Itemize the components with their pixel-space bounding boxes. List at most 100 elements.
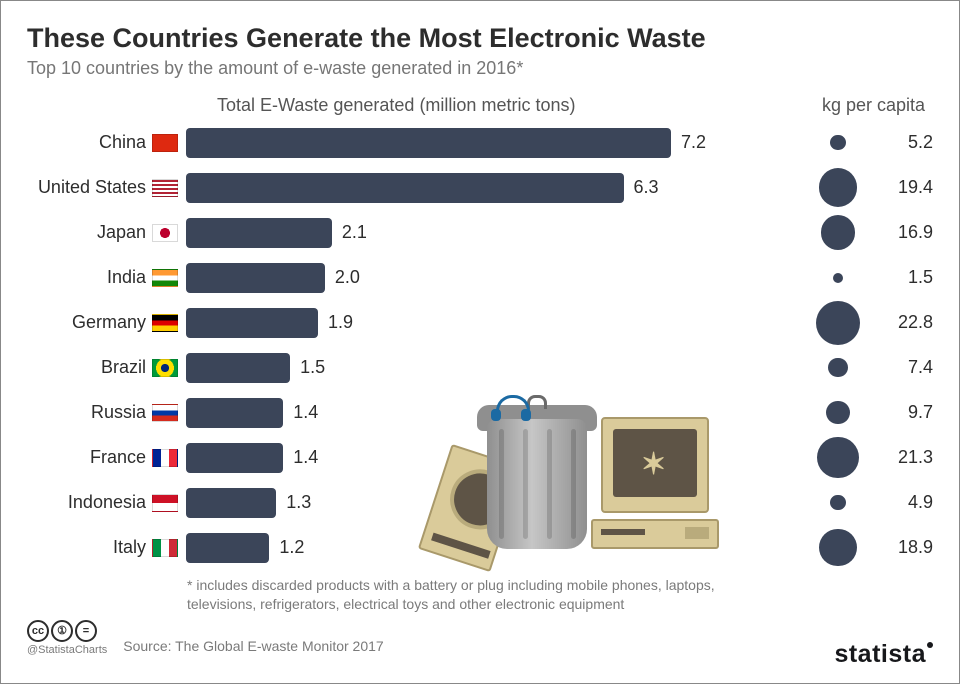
country-label: Indonesia bbox=[27, 492, 152, 513]
country-label: India bbox=[27, 267, 152, 288]
flag-icon bbox=[152, 449, 178, 467]
bubble-area bbox=[798, 437, 878, 479]
column-headers: Total E-Waste generated (million metric … bbox=[27, 95, 933, 116]
data-row: China 7.2 5.2 bbox=[27, 120, 933, 165]
bubble bbox=[816, 301, 860, 345]
kg-header: kg per capita bbox=[822, 95, 925, 116]
social-handle: @StatistaCharts bbox=[27, 644, 107, 656]
bar bbox=[186, 398, 283, 428]
flag-icon bbox=[152, 269, 178, 287]
bar bbox=[186, 443, 283, 473]
bubble bbox=[830, 495, 845, 510]
bar-area: 1.2 bbox=[186, 533, 706, 563]
bar bbox=[186, 308, 318, 338]
bubble-area bbox=[798, 215, 878, 250]
kg-value: 7.4 bbox=[878, 357, 933, 378]
bar-value: 6.3 bbox=[634, 177, 659, 198]
bars-header: Total E-Waste generated (million metric … bbox=[217, 95, 575, 116]
bar bbox=[186, 533, 269, 563]
bar-area: 6.3 bbox=[186, 173, 706, 203]
kg-value: 22.8 bbox=[878, 312, 933, 333]
flag-icon bbox=[152, 539, 178, 557]
bar-area: 1.9 bbox=[186, 308, 706, 338]
kg-value: 5.2 bbox=[878, 132, 933, 153]
bubble-area bbox=[798, 135, 878, 151]
data-row: Japan 2.1 16.9 bbox=[27, 210, 933, 255]
bar-value: 1.4 bbox=[293, 402, 318, 423]
logo-text: statista bbox=[834, 640, 926, 668]
flag-icon bbox=[152, 134, 178, 152]
bubble-area bbox=[798, 273, 878, 283]
flag-icon bbox=[152, 224, 178, 242]
bar-area: 1.4 bbox=[186, 398, 706, 428]
country-label: Japan bbox=[27, 222, 152, 243]
bubble bbox=[817, 437, 859, 479]
kg-value: 4.9 bbox=[878, 492, 933, 513]
bar-value: 1.9 bbox=[328, 312, 353, 333]
kg-value: 18.9 bbox=[878, 537, 933, 558]
data-row: Germany1.922.8 bbox=[27, 300, 933, 345]
flag-icon bbox=[152, 404, 178, 422]
country-label: Russia bbox=[27, 402, 152, 423]
bubble bbox=[819, 168, 858, 207]
data-row: France 1.4 21.3 bbox=[27, 435, 933, 480]
bar bbox=[186, 263, 325, 293]
source-text: Source: The Global E-waste Monitor 2017 bbox=[123, 638, 383, 654]
bar-area: 2.1 bbox=[186, 218, 706, 248]
data-row: Italy 1.2 18.9 bbox=[27, 525, 933, 570]
data-row: United States 6.3 19.4 bbox=[27, 165, 933, 210]
country-label: France bbox=[27, 447, 152, 468]
bar-value: 1.2 bbox=[279, 537, 304, 558]
kg-value: 9.7 bbox=[878, 402, 933, 423]
bar-area: 2.0 bbox=[186, 263, 706, 293]
bubble-area bbox=[798, 495, 878, 510]
bar-value: 1.4 bbox=[293, 447, 318, 468]
bar-value: 7.2 bbox=[681, 132, 706, 153]
bubble bbox=[821, 215, 856, 250]
cc-icon: cc bbox=[27, 620, 49, 642]
data-row: Indonesia 1.3 4.9 bbox=[27, 480, 933, 525]
bar-value: 1.5 bbox=[300, 357, 325, 378]
bubble-area bbox=[798, 358, 878, 377]
country-label: Brazil bbox=[27, 357, 152, 378]
bar bbox=[186, 218, 332, 248]
flag-icon bbox=[152, 494, 178, 512]
country-label: China bbox=[27, 132, 152, 153]
country-label: United States bbox=[27, 177, 152, 198]
bar bbox=[186, 488, 276, 518]
data-rows: China 7.2 5.2 United States 6.3 19.4 Japan 2.1 1… bbox=[27, 120, 933, 570]
bubble-area bbox=[798, 168, 878, 207]
kg-value: 21.3 bbox=[878, 447, 933, 468]
bubble bbox=[826, 401, 849, 424]
cc-license-icons: cc ① = bbox=[27, 620, 107, 642]
bubble-area bbox=[798, 529, 878, 567]
bar bbox=[186, 173, 624, 203]
bubble bbox=[828, 358, 847, 377]
bar-area: 1.3 bbox=[186, 488, 706, 518]
bar-area: 7.2 bbox=[186, 128, 706, 158]
data-row: Russia 1.4 9.7 bbox=[27, 390, 933, 435]
kg-value: 1.5 bbox=[878, 267, 933, 288]
chart-subtitle: Top 10 countries by the amount of e-wast… bbox=[27, 58, 933, 79]
bar-area: 1.5 bbox=[186, 353, 706, 383]
infographic-frame: These Countries Generate the Most Electr… bbox=[0, 0, 960, 684]
flag-icon bbox=[152, 359, 178, 377]
bar bbox=[186, 353, 290, 383]
country-label: Italy bbox=[27, 537, 152, 558]
bubble bbox=[830, 135, 846, 151]
statista-logo: statista bbox=[834, 640, 933, 669]
footnote-text: * includes discarded products with a bat… bbox=[187, 576, 787, 614]
bar-value: 2.0 bbox=[335, 267, 360, 288]
bubble-area bbox=[798, 301, 878, 345]
cc-nd-icon: = bbox=[75, 620, 97, 642]
bubble bbox=[833, 273, 843, 283]
data-row: Brazil 1.5 7.4 bbox=[27, 345, 933, 390]
kg-value: 16.9 bbox=[878, 222, 933, 243]
bubble bbox=[819, 529, 857, 567]
bubble-area bbox=[798, 401, 878, 424]
bar-value: 1.3 bbox=[286, 492, 311, 513]
flag-icon bbox=[152, 179, 178, 197]
footer-row: cc ① = @StatistaCharts Source: The Globa… bbox=[27, 620, 933, 656]
kg-value: 19.4 bbox=[878, 177, 933, 198]
flag-icon bbox=[152, 314, 178, 332]
